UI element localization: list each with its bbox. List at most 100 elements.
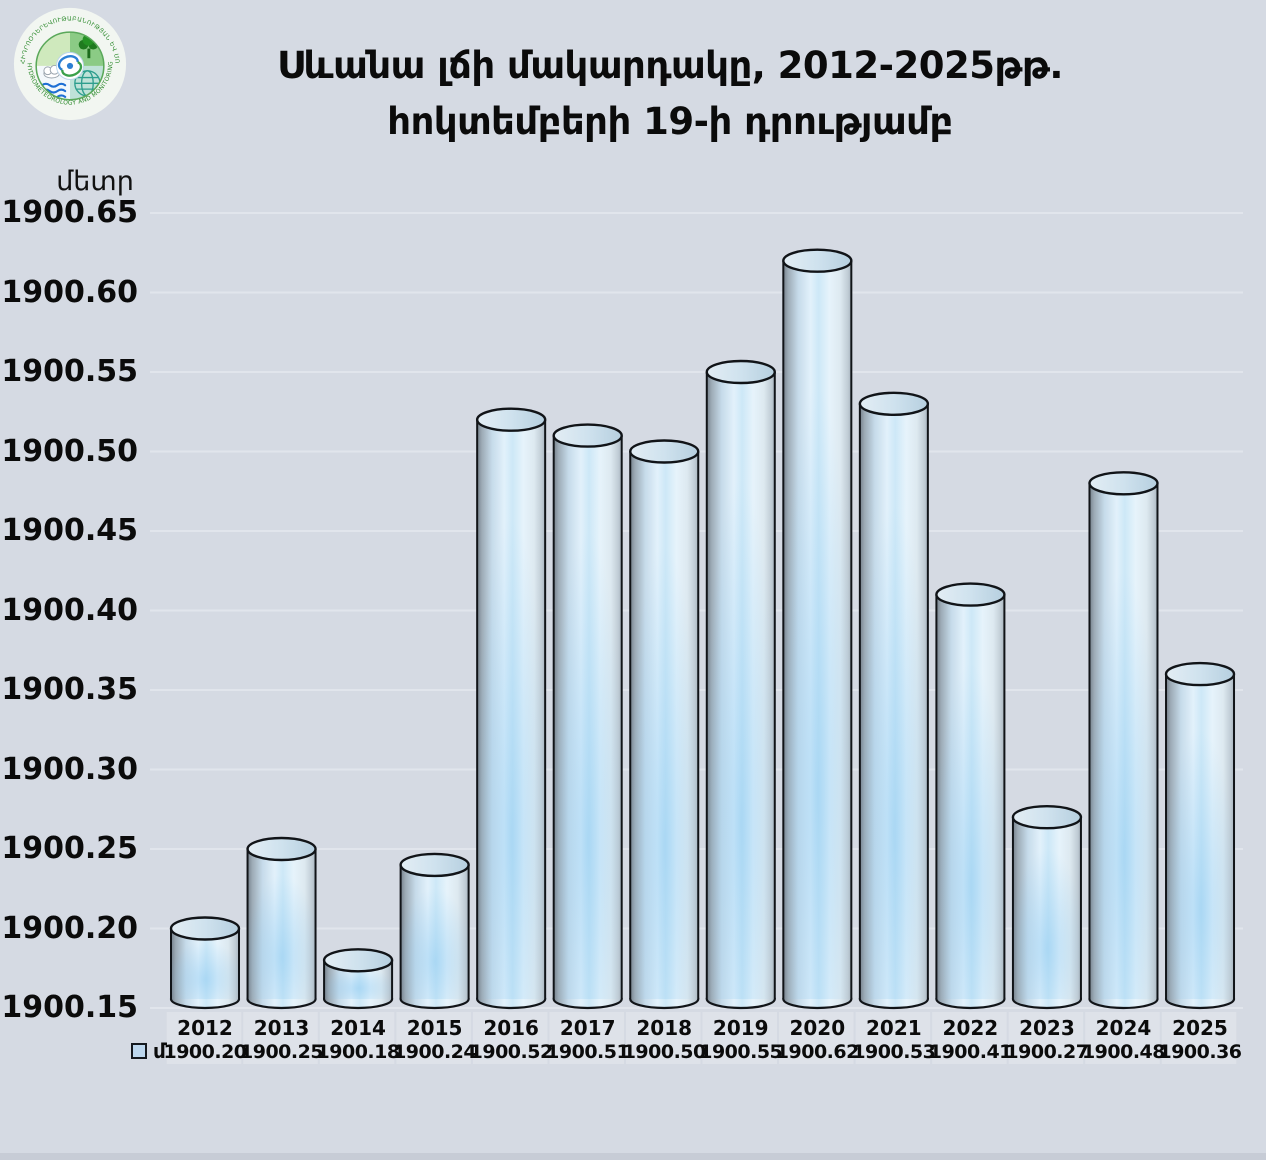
- bar-2024: [1088, 471, 1159, 1010]
- x-axis-label: 2023: [1019, 1016, 1075, 1040]
- y-axis-tick-label: 1900.65: [1, 195, 138, 230]
- value-label: 1900.36: [1158, 1041, 1242, 1063]
- x-axis-label: 2016: [483, 1016, 539, 1040]
- y-axis-tick-label: 1900.40: [1, 592, 138, 628]
- cylinder-body-highlight: [1089, 483, 1158, 999]
- logo-center-emblem: [55, 51, 85, 80]
- x-axis-label: 2024: [1095, 1016, 1152, 1040]
- y-axis-tick-label: 1900.20: [1, 910, 138, 946]
- y-axis-tick-label: 1900.25: [1, 831, 138, 866]
- x-axis-label: 2012: [177, 1016, 233, 1040]
- cylinder-top-cap: [782, 248, 853, 273]
- axis-column-stripe: [1161, 1012, 1237, 1064]
- bar-2016: [475, 407, 547, 1010]
- chart-title-line-1: Սևանա լճի մակարդակը, 2012-2025թթ.: [277, 44, 1063, 87]
- bar-2014: [322, 948, 394, 1010]
- legend-swatch-icon: [131, 1043, 147, 1059]
- bar-2022: [935, 582, 1006, 1010]
- value-label: 1900.62: [775, 1041, 860, 1063]
- value-label: 1900.25: [240, 1041, 324, 1063]
- x-axis-label: 2021: [866, 1016, 922, 1040]
- cylinder-body-highlight: [247, 849, 316, 999]
- cylinder-body-highlight: [477, 419, 546, 999]
- bar-2013: [246, 836, 317, 1010]
- cylinder-top-cap: [1011, 805, 1083, 830]
- value-label: 1900.50: [622, 1041, 707, 1063]
- value-label: 1900.53: [852, 1041, 936, 1063]
- logo-inner-ring: [35, 31, 105, 101]
- x-axis-label: 2015: [406, 1016, 463, 1040]
- cylinder-top-cap: [322, 948, 394, 973]
- cylinder-top-cap: [1164, 661, 1236, 687]
- x-axis-label: 2014: [330, 1016, 386, 1040]
- x-axis-label: 2025: [1172, 1016, 1228, 1040]
- cylinder-top-cap: [705, 359, 776, 385]
- cylinder-body-highlight: [706, 372, 775, 999]
- bar-2018: [629, 439, 700, 1010]
- y-axis-tick-label: 1900.55: [1, 354, 138, 389]
- bar-2021: [858, 391, 930, 1010]
- cylinder-top-cap: [858, 391, 930, 416]
- axis-column-stripe: [1008, 1012, 1084, 1064]
- y-axis-tick-label: 1900.60: [1, 274, 138, 310]
- cylinder-body-highlight: [553, 435, 622, 1000]
- value-label: 1900.41: [928, 1041, 1013, 1063]
- cylinder-body-highlight: [630, 451, 699, 999]
- axis-column-stripe: [779, 1012, 854, 1064]
- value-label: 1900.20: [163, 1041, 247, 1063]
- axis-column-stripe: [396, 1012, 471, 1064]
- cylinder-top-cap: [169, 916, 241, 941]
- cylinder-top-cap: [552, 423, 623, 448]
- legend-series-label: մ: [153, 1039, 166, 1063]
- axis-column-stripe: [166, 1012, 242, 1064]
- cylinder-body-highlight: [1166, 674, 1235, 999]
- legend: մ: [131, 1041, 166, 1061]
- cylinder-body-highlight: [936, 594, 1005, 999]
- bar-2015: [399, 852, 470, 1010]
- axis-column-stripe: [243, 1012, 318, 1064]
- value-label: 1900.18: [316, 1041, 401, 1063]
- y-axis-tick-label: 1900.50: [1, 433, 138, 469]
- value-label: 1900.52: [469, 1041, 554, 1063]
- y-axis-tick-label: 1900.45: [1, 513, 138, 548]
- cylinder-top-cap: [475, 407, 547, 432]
- value-label: 1900.27: [1005, 1041, 1089, 1063]
- chart-title-line-2: հոկտեմբերի 19-ի դրությամբ: [387, 100, 953, 143]
- cylinder-top-cap: [246, 836, 317, 862]
- bar-2012: [169, 916, 241, 1010]
- cylinder-body-highlight: [783, 260, 852, 999]
- value-label: 1900.48: [1081, 1041, 1166, 1063]
- axis-column-stripe: [625, 1012, 701, 1064]
- cylinder-top-cap: [629, 439, 700, 464]
- value-label: 1900.51: [546, 1041, 630, 1063]
- axis-column-stripe: [549, 1012, 624, 1064]
- y-axis-title: մետր: [56, 166, 134, 197]
- chart-title: Սևանա լճի մակարդակը, 2012-2025թթ. հոկտեմ…: [220, 38, 1120, 150]
- cylinder-body-highlight: [1012, 817, 1081, 999]
- value-label: 1900.24: [393, 1041, 477, 1063]
- x-axis-label: 2020: [789, 1016, 846, 1040]
- cylinder-top-cap: [935, 582, 1006, 607]
- axis-column-stripe: [1085, 1012, 1160, 1064]
- x-axis-label: 2022: [942, 1016, 999, 1040]
- axis-column-stripe: [855, 1012, 931, 1064]
- bar-2020: [782, 248, 853, 1010]
- x-axis-label: 2013: [253, 1016, 310, 1040]
- value-label: 1900.55: [699, 1041, 783, 1063]
- y-axis-tick-label: 1900.35: [1, 672, 138, 707]
- bar-2017: [552, 423, 623, 1010]
- bar-2023: [1011, 805, 1083, 1010]
- cylinder-body-highlight: [400, 864, 469, 999]
- bar-2019: [705, 359, 776, 1010]
- axis-column-stripe: [319, 1012, 395, 1064]
- y-axis-tick-label: 1900.30: [1, 751, 138, 787]
- cylinder-body-highlight: [859, 403, 928, 999]
- cylinder-top-cap: [1088, 471, 1159, 496]
- axis-column-stripe: [702, 1012, 778, 1064]
- cylinder-top-cap: [399, 852, 470, 878]
- axis-column-stripe: [472, 1012, 548, 1064]
- x-axis-label: 2019: [712, 1016, 769, 1040]
- x-axis-label: 2017: [559, 1016, 616, 1040]
